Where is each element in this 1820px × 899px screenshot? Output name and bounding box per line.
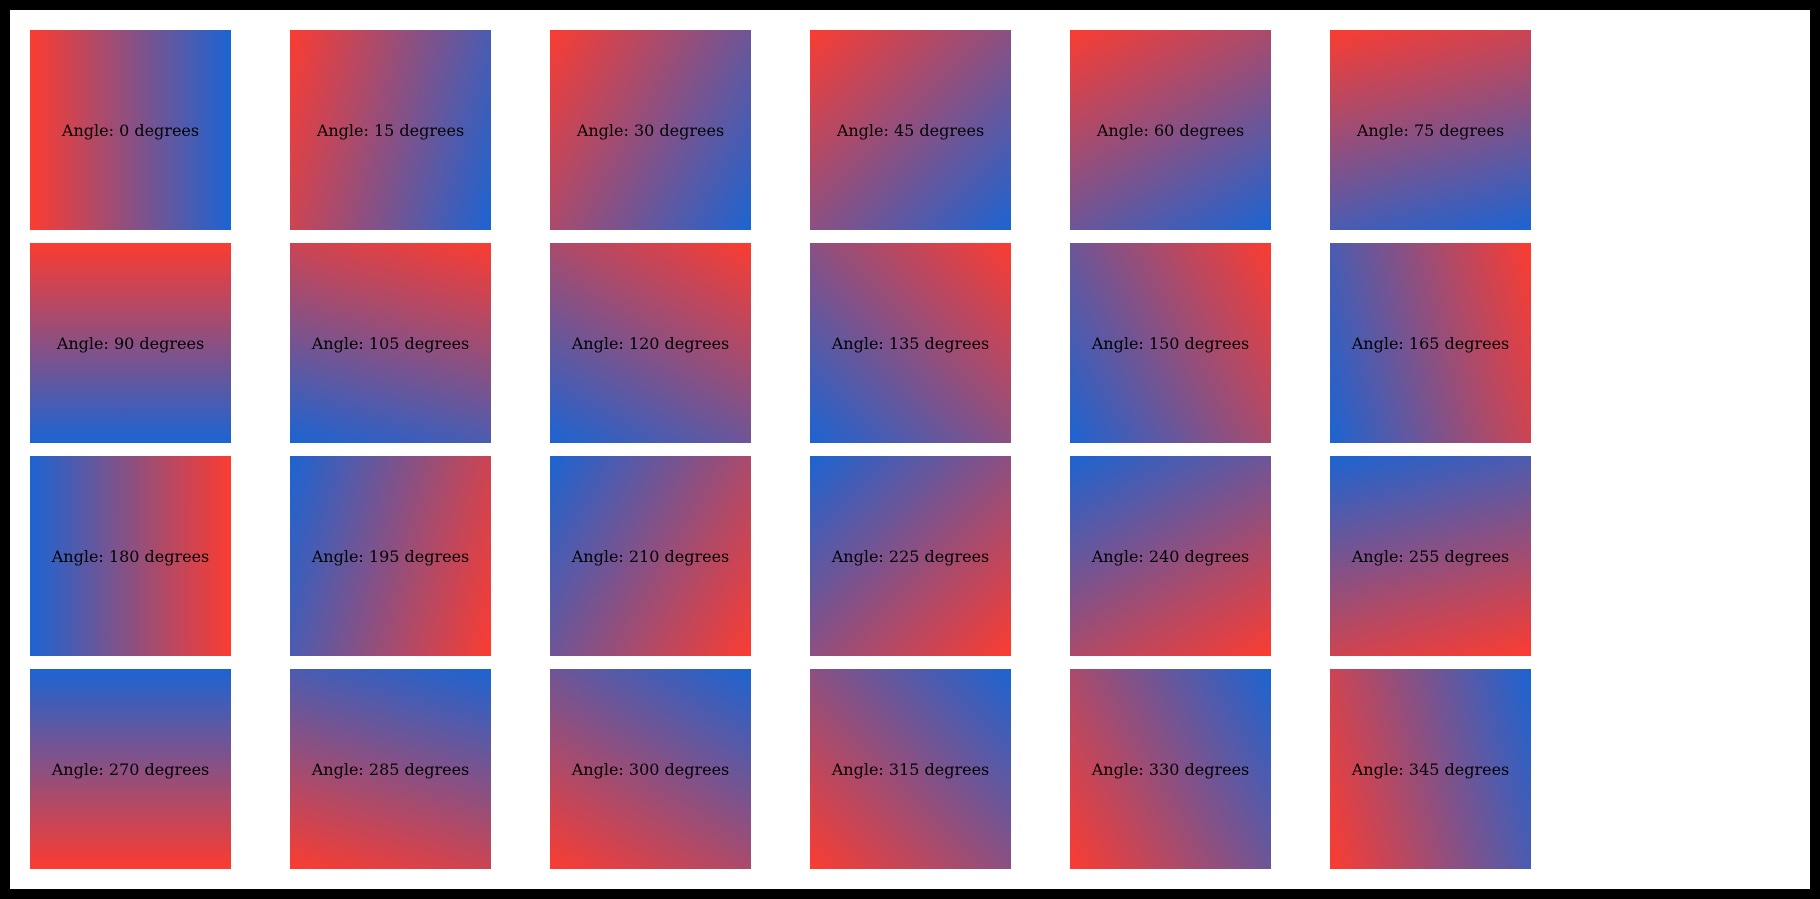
tile-angle-label: Angle: 165 degrees <box>1351 333 1510 353</box>
tile-angle-label: Angle: 120 degrees <box>571 333 730 353</box>
gradient-tile: Angle: 0 degrees <box>30 30 231 230</box>
gradient-tile: Angle: 180 degrees <box>30 456 231 656</box>
gradient-tile: Angle: 90 degrees <box>30 243 231 443</box>
tile-angle-label: Angle: 210 degrees <box>571 546 730 566</box>
gradient-tile: Angle: 330 degrees <box>1070 669 1271 869</box>
gradient-tile-grid: Angle: 0 degrees Angle: 15 degrees Angle: … <box>10 10 1810 889</box>
tile-angle-label: Angle: 15 degrees <box>316 120 465 140</box>
gradient-tile: Angle: 120 degrees <box>550 243 751 443</box>
tile-angle-label: Angle: 30 degrees <box>576 120 725 140</box>
gradient-tile: Angle: 30 degrees <box>550 30 751 230</box>
gradient-tile: Angle: 75 degrees <box>1330 30 1531 230</box>
gradient-tile: Angle: 255 degrees <box>1330 456 1531 656</box>
tile-angle-label: Angle: 135 degrees <box>831 333 990 353</box>
tile-angle-label: Angle: 300 degrees <box>571 759 730 779</box>
gradient-tile: Angle: 150 degrees <box>1070 243 1271 443</box>
tile-angle-label: Angle: 315 degrees <box>831 759 990 779</box>
tile-angle-label: Angle: 285 degrees <box>311 759 470 779</box>
gradient-tile: Angle: 270 degrees <box>30 669 231 869</box>
tile-angle-label: Angle: 195 degrees <box>311 546 470 566</box>
gradient-tile: Angle: 60 degrees <box>1070 30 1271 230</box>
tile-angle-label: Angle: 180 degrees <box>51 546 210 566</box>
gradient-tile: Angle: 105 degrees <box>290 243 491 443</box>
tile-angle-label: Angle: 330 degrees <box>1091 759 1250 779</box>
tile-angle-label: Angle: 0 degrees <box>61 120 200 140</box>
gradient-tile: Angle: 345 degrees <box>1330 669 1531 869</box>
tile-angle-label: Angle: 270 degrees <box>51 759 210 779</box>
tile-angle-label: Angle: 150 degrees <box>1091 333 1250 353</box>
tile-angle-label: Angle: 255 degrees <box>1351 546 1510 566</box>
gradient-tile: Angle: 240 degrees <box>1070 456 1271 656</box>
tile-angle-label: Angle: 90 degrees <box>56 333 205 353</box>
gradient-tile: Angle: 300 degrees <box>550 669 751 869</box>
gradient-tile: Angle: 315 degrees <box>810 669 1011 869</box>
tile-angle-label: Angle: 225 degrees <box>831 546 990 566</box>
tile-angle-label: Angle: 60 degrees <box>1096 120 1245 140</box>
gradient-tile: Angle: 225 degrees <box>810 456 1011 656</box>
tile-angle-label: Angle: 45 degrees <box>836 120 985 140</box>
gradient-tile: Angle: 165 degrees <box>1330 243 1531 443</box>
gradient-tile: Angle: 45 degrees <box>810 30 1011 230</box>
tile-angle-label: Angle: 240 degrees <box>1091 546 1250 566</box>
tile-angle-label: Angle: 345 degrees <box>1351 759 1510 779</box>
tile-angle-label: Angle: 75 degrees <box>1356 120 1505 140</box>
gradient-tile: Angle: 210 degrees <box>550 456 751 656</box>
tile-angle-label: Angle: 105 degrees <box>311 333 470 353</box>
gradient-tile: Angle: 15 degrees <box>290 30 491 230</box>
gradient-tile: Angle: 195 degrees <box>290 456 491 656</box>
gradient-tile: Angle: 135 degrees <box>810 243 1011 443</box>
gradient-tile: Angle: 285 degrees <box>290 669 491 869</box>
